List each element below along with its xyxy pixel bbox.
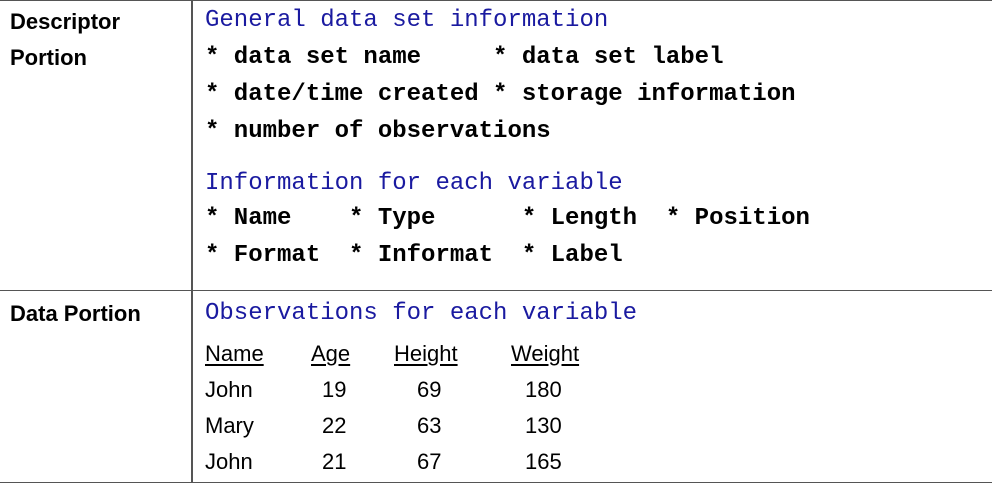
cell-weight: 130 <box>525 413 562 438</box>
cell-name: John <box>205 377 253 402</box>
cell-age: 19 <box>322 377 347 402</box>
observations-heading: Observations for each variable <box>205 300 638 327</box>
table-border-bottom <box>0 482 992 483</box>
cell-name: Mary <box>205 413 254 438</box>
descriptor-label-line2: Portion <box>10 45 87 70</box>
cell-height: 67 <box>417 449 442 474</box>
general-info-line: * data set name * data set label <box>205 44 724 71</box>
column-header-name: Name <box>205 341 264 366</box>
cell-weight: 180 <box>525 377 562 402</box>
table-row: Mary 22 63 130 <box>205 408 625 444</box>
variable-info-line: * Name * Type * Length * Position <box>205 205 810 232</box>
column-divider <box>191 0 193 483</box>
column-header-weight: Weight <box>511 341 580 366</box>
table-border-top <box>0 0 992 1</box>
cell-height: 63 <box>417 413 442 438</box>
cell-name: John <box>205 449 253 474</box>
table-divider <box>0 290 992 291</box>
variable-info-heading: Information for each variable <box>205 170 623 197</box>
table-row: John 21 67 165 <box>205 444 625 480</box>
descriptor-label-line1: Descriptor <box>10 9 121 34</box>
cell-age: 21 <box>322 449 347 474</box>
general-info-line: * date/time created * storage informatio… <box>205 81 796 108</box>
cell-age: 22 <box>322 413 347 438</box>
general-info-heading: General data set information <box>205 7 609 34</box>
cell-height: 69 <box>417 377 442 402</box>
data-portion-label: Data Portion <box>10 301 141 326</box>
cell-weight: 165 <box>525 449 562 474</box>
general-info-line: * number of observations <box>205 118 551 145</box>
variable-info-line: * Format * Informat * Label <box>205 242 623 269</box>
column-header-height: Height <box>394 341 458 366</box>
column-header-age: Age <box>311 341 351 366</box>
observations-table: Name Age Height Weight John 19 69 180 Ma… <box>205 336 625 480</box>
descriptor-portion-label: Descriptor Portion <box>10 4 120 76</box>
table-row: John 19 69 180 <box>205 372 625 408</box>
observations-header-row: Name Age Height Weight <box>205 336 625 372</box>
